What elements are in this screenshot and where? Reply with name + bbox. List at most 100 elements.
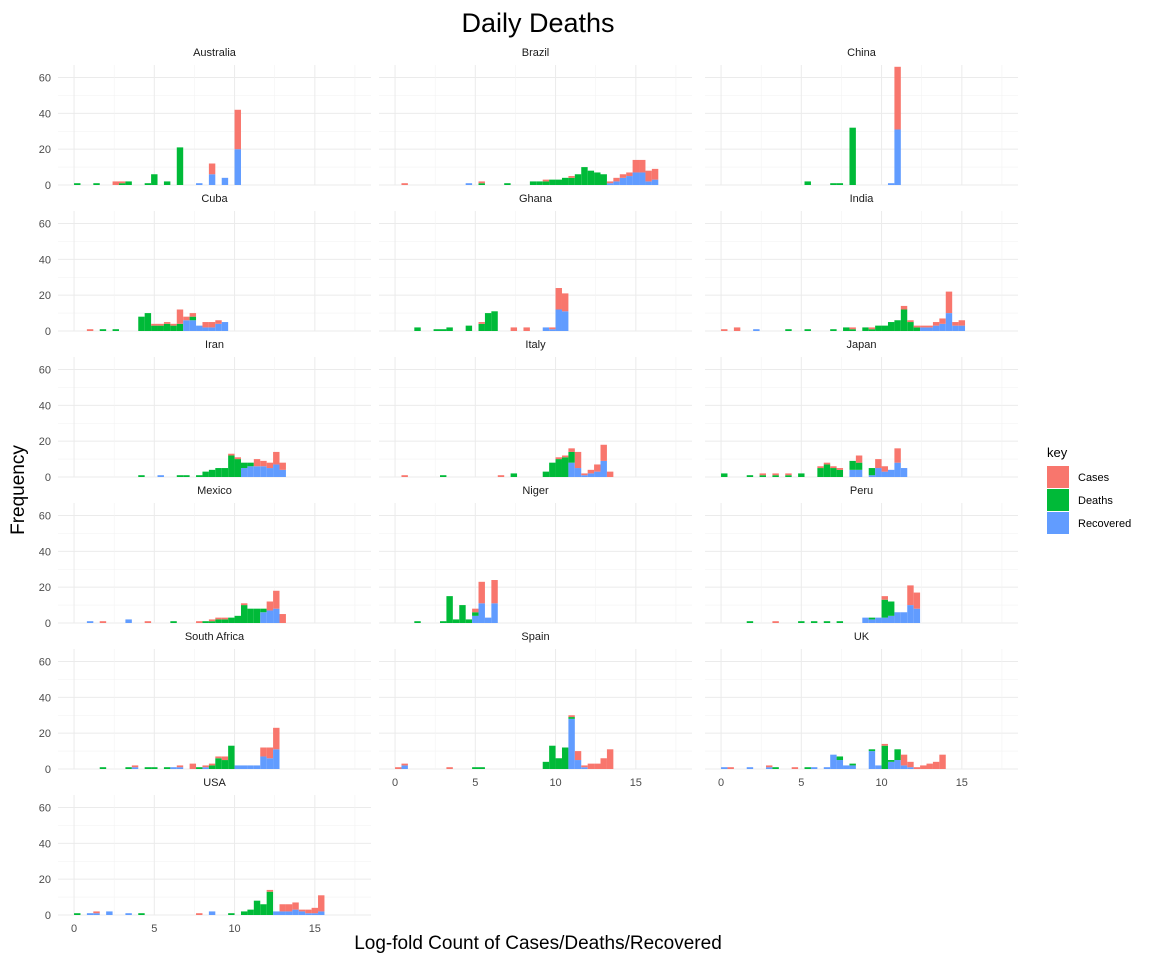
bar-cases <box>913 767 921 769</box>
bar-cases <box>639 159 646 173</box>
bar-deaths <box>240 462 248 469</box>
bar-cases <box>318 895 325 912</box>
bar-recovered <box>875 617 882 623</box>
bar-deaths <box>452 619 460 623</box>
bar-deaths <box>746 621 754 623</box>
bar-cases <box>587 469 595 474</box>
panel-title: Cuba <box>201 193 228 205</box>
bar-deaths <box>196 475 203 477</box>
bar-recovered <box>894 612 901 623</box>
panel-title: Japan <box>847 339 877 351</box>
bar-cases <box>401 475 408 477</box>
bar-cases <box>523 327 530 331</box>
y-tick-label: 0 <box>45 618 51 630</box>
bar-deaths <box>574 174 582 185</box>
bar-deaths <box>221 619 229 623</box>
bar-deaths <box>900 309 908 331</box>
bar-recovered <box>952 325 959 331</box>
bar-cases <box>510 327 518 331</box>
bar-cases <box>836 468 844 470</box>
bar-deaths <box>823 464 831 477</box>
bar-cases <box>920 325 927 328</box>
bar-deaths <box>810 621 818 623</box>
bar-recovered <box>881 617 888 623</box>
panel-title: Peru <box>850 485 873 497</box>
bar-deaths <box>208 469 216 477</box>
bar-recovered <box>721 767 728 769</box>
bar-deaths <box>465 619 473 623</box>
bar-deaths <box>823 621 831 623</box>
y-tick-label: 20 <box>39 290 51 302</box>
bar-deaths <box>785 329 792 331</box>
bar-recovered <box>836 760 844 769</box>
panel-bars <box>74 109 241 185</box>
x-tick-label: 15 <box>309 923 321 935</box>
bar-recovered <box>260 466 267 477</box>
bar-deaths <box>196 767 203 769</box>
bar-deaths <box>439 621 447 623</box>
bar-recovered <box>93 913 100 915</box>
bar-cases <box>208 163 216 175</box>
bar-deaths <box>849 460 856 470</box>
bar-cases <box>958 320 966 326</box>
bar-cases <box>260 747 267 757</box>
bar-cases <box>240 603 248 606</box>
bar-deaths <box>144 767 152 769</box>
bar-deaths <box>887 322 895 331</box>
bar-deaths <box>138 913 145 915</box>
bar-deaths <box>170 621 177 623</box>
bar-recovered <box>894 462 901 477</box>
bar-deaths <box>555 179 562 185</box>
legend-label: Deaths <box>1078 495 1113 507</box>
bar-recovered <box>260 612 267 623</box>
bar-deaths <box>151 767 158 769</box>
bar-recovered <box>900 468 908 477</box>
bar-cases <box>266 747 274 759</box>
bar-cases <box>208 619 216 622</box>
bar-cases <box>881 466 888 472</box>
bar-recovered <box>125 913 132 915</box>
bar-cases <box>868 327 876 330</box>
bar-recovered <box>639 172 646 185</box>
bar-cases <box>202 765 209 768</box>
bar-deaths <box>491 311 498 331</box>
bar-cases <box>298 909 306 912</box>
bar-deaths <box>478 767 485 769</box>
bar-cases <box>561 293 569 312</box>
panel-grid <box>379 211 692 332</box>
bar-deaths <box>144 183 152 185</box>
bar-deaths <box>817 468 824 477</box>
bar-deaths <box>887 601 895 616</box>
bar-recovered <box>240 468 248 477</box>
bar-deaths <box>74 183 81 185</box>
bar-cases <box>555 288 562 310</box>
bar-deaths <box>561 457 569 477</box>
bar-recovered <box>900 765 908 769</box>
bar-deaths <box>894 749 901 761</box>
panel-title: South Africa <box>185 631 245 643</box>
bar-deaths <box>594 172 601 185</box>
bar-deaths <box>849 127 856 185</box>
bar-cases <box>875 459 882 469</box>
bar-deaths <box>228 617 235 623</box>
legend-entries: Cases Deaths Recovered <box>1047 466 1131 534</box>
bar-cases <box>202 322 209 328</box>
bar-recovered <box>945 313 953 331</box>
bar-recovered <box>868 751 876 769</box>
bar-recovered <box>266 468 274 477</box>
bar-recovered <box>196 325 203 331</box>
bar-recovered <box>587 473 595 477</box>
bar-deaths <box>836 756 844 761</box>
bar-cases <box>594 464 601 472</box>
bar-recovered <box>86 621 94 623</box>
y-axis-label: Frequency <box>8 445 29 535</box>
bar-deaths <box>215 468 222 477</box>
bar-deaths <box>208 765 216 769</box>
bar-recovered <box>253 765 261 769</box>
bar-deaths <box>868 329 876 331</box>
bar-cases <box>855 455 863 463</box>
bar-cases <box>759 473 766 476</box>
bar-cases <box>266 889 274 892</box>
panel-brazil: Brazil <box>379 47 692 186</box>
legend-entry-recovered: Recovered <box>1047 512 1131 534</box>
